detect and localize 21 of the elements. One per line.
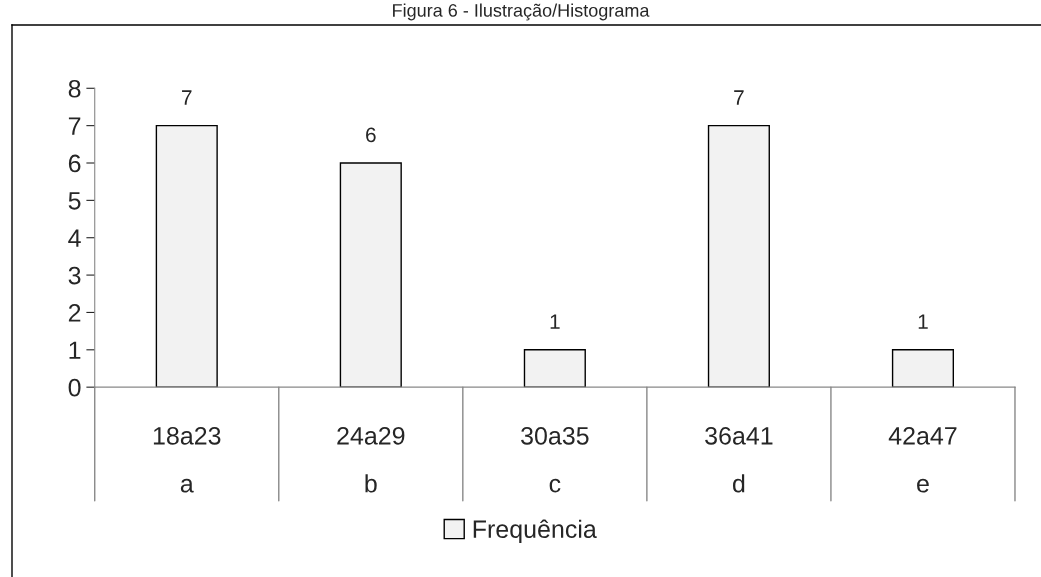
data-label: 6 (366, 127, 376, 143)
category-label: 42a47 e (888, 426, 957, 493)
chart-title: Figura 6 - Ilustração/Histograma (393, 3, 650, 21)
y-tick-label: 0 (68, 378, 81, 397)
y-tick-label: 6 (68, 154, 81, 173)
y-tick-label: 4 (68, 229, 81, 247)
category-label: 18a23 a (153, 426, 221, 493)
category-label: 30a35 c (521, 426, 589, 493)
y-tick-label: 1 (69, 341, 81, 359)
y-tick-label: 7 (68, 117, 81, 135)
data-label: 7 (182, 90, 192, 105)
x-tick-label: 24a29 b (337, 426, 405, 493)
legend-label: Frequência (473, 519, 597, 543)
data-label: 1 (550, 314, 560, 329)
y-tick-label: 5 (68, 192, 81, 210)
y-tick-label: 2 (68, 304, 81, 322)
data-label: 7 (734, 90, 744, 105)
data-label: 1 (918, 314, 928, 329)
y-tick-label: 3 (68, 266, 81, 285)
x-tick-label: 36a41 d (705, 426, 773, 493)
y-tick-label: 8 (68, 79, 81, 98)
